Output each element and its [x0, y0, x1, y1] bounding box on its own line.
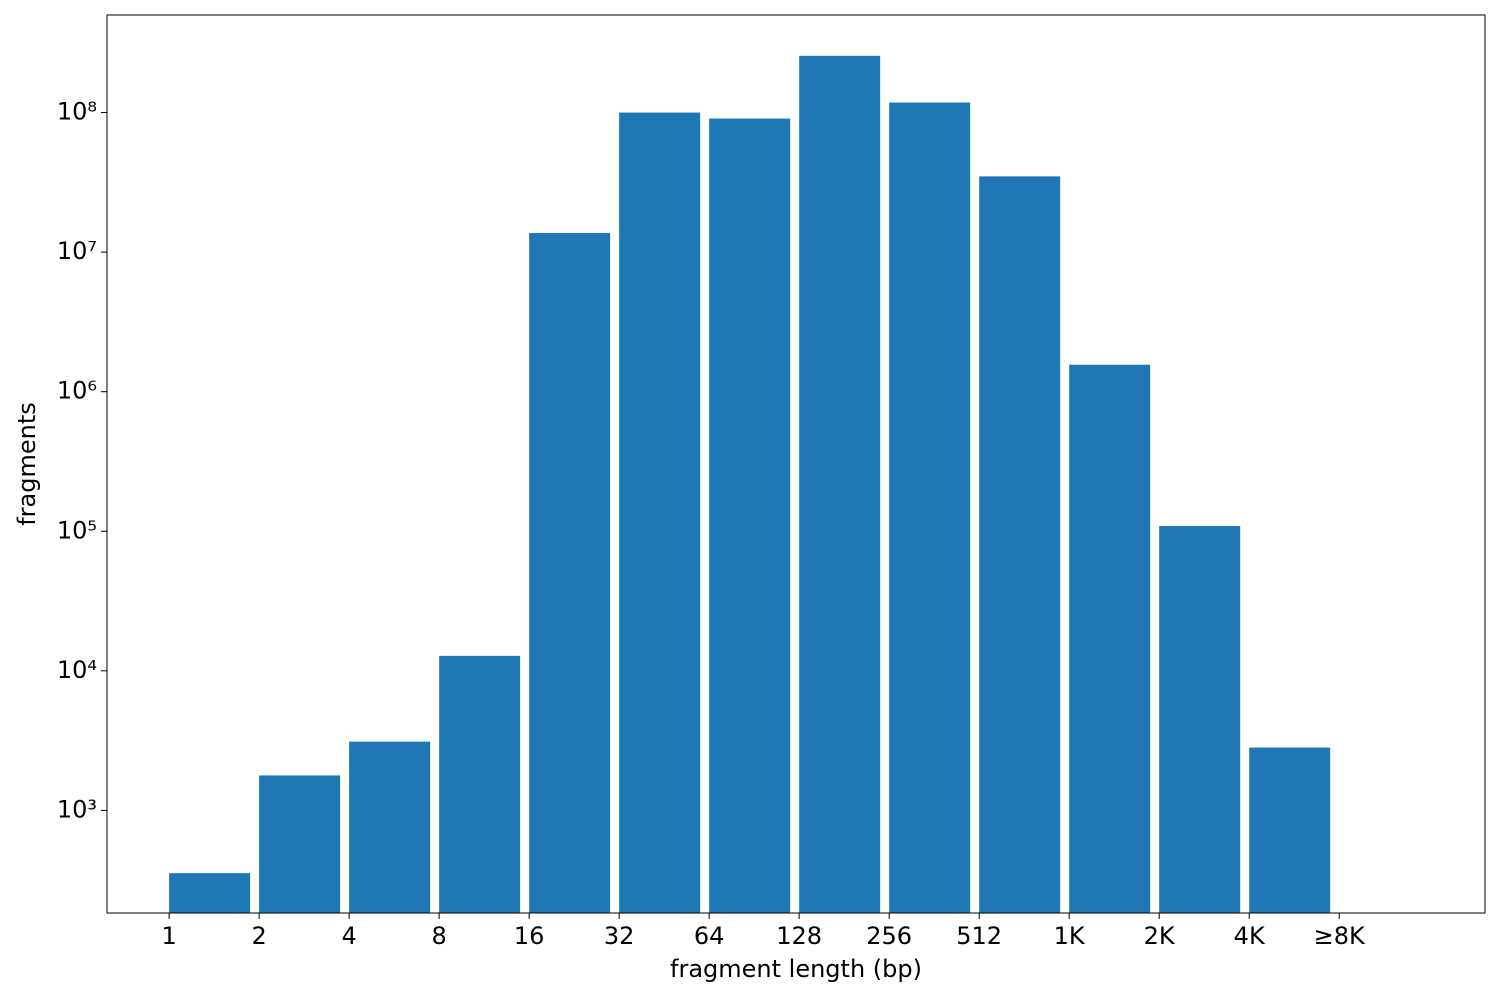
x-tick-label: 1	[161, 922, 176, 950]
x-tick-label: 16	[514, 922, 545, 950]
bar	[889, 102, 971, 914]
x-tick-label: 512	[956, 922, 1002, 950]
bar	[1249, 747, 1331, 913]
x-tick-label: 64	[694, 922, 725, 950]
x-tick-label: ≥8K	[1314, 922, 1366, 950]
bar	[979, 176, 1061, 913]
bar	[529, 233, 611, 913]
bar	[799, 55, 881, 913]
y-tick-label: 10⁵	[57, 516, 97, 544]
x-tick-label: 32	[604, 922, 635, 950]
bar	[169, 873, 251, 913]
x-tick-label: 4K	[1234, 922, 1266, 950]
y-tick-label: 10⁷	[57, 237, 97, 265]
x-tick-label: 2	[251, 922, 266, 950]
y-tick-label: 10⁴	[57, 656, 97, 684]
plot-frame	[106, 14, 1486, 914]
bar	[619, 112, 701, 914]
y-tick-label: 10⁸	[57, 98, 97, 126]
bar	[439, 655, 521, 913]
x-tick-label: 8	[431, 922, 446, 950]
x-tick-label: 256	[866, 922, 912, 950]
x-tick-label: 128	[776, 922, 822, 950]
y-axis-label: fragments	[13, 402, 41, 526]
bar	[349, 741, 431, 913]
x-axis-label: fragment length (bp)	[670, 955, 922, 983]
x-tick-label: 2K	[1144, 922, 1176, 950]
bar	[259, 775, 341, 913]
y-tick-label: 10³	[57, 795, 97, 823]
x-tick-label: 1K	[1054, 922, 1086, 950]
x-tick-label: 4	[341, 922, 356, 950]
y-tick-label: 10⁶	[57, 377, 97, 405]
bar	[709, 118, 791, 914]
bar	[1159, 526, 1241, 913]
bar	[1069, 364, 1151, 914]
